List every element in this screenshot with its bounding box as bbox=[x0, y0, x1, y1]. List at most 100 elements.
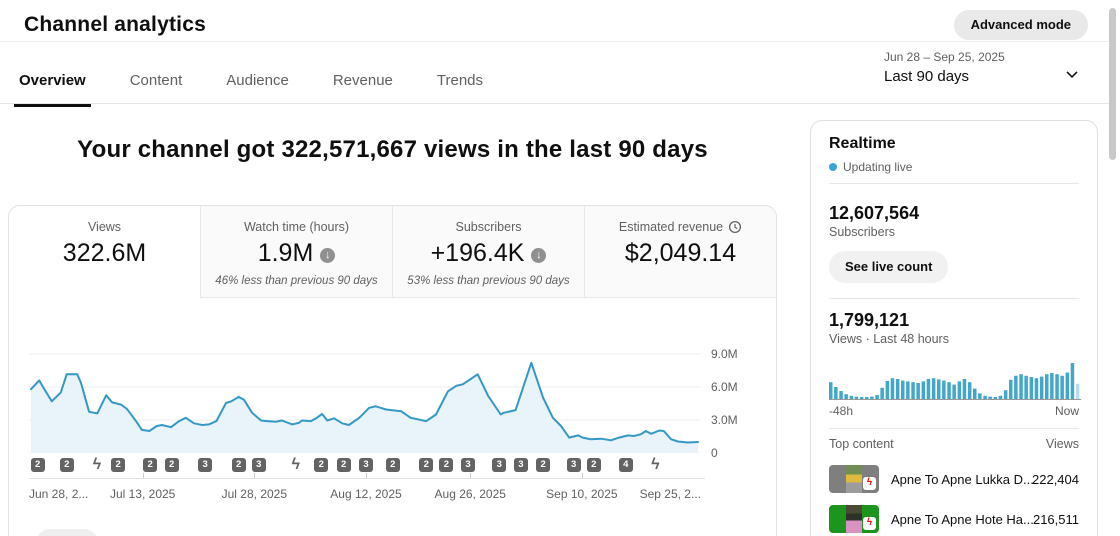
realtime-views-value: 1,799,121 bbox=[829, 310, 910, 330]
realtime-axis-start: -48h bbox=[829, 404, 854, 418]
see-more-button[interactable] bbox=[36, 529, 98, 536]
realtime-title: Realtime bbox=[829, 135, 896, 152]
metric-value: +196.4K bbox=[393, 239, 584, 268]
video-count-marker[interactable]: 2 bbox=[59, 458, 74, 472]
x-axis-tick-label: Jul 28, 2025 bbox=[221, 487, 288, 501]
clock-icon bbox=[729, 220, 742, 234]
views-column-label: Views bbox=[1045, 437, 1079, 451]
tab-overview[interactable]: Overview bbox=[14, 60, 91, 107]
metric-subscribers[interactable]: Subscribers +196.4K 53% less than previo… bbox=[392, 206, 584, 298]
realtime-card: Realtime Updating live 12,607,564 Subscr… bbox=[810, 120, 1098, 536]
views-headline: Your channel got 322,571,667 views in th… bbox=[77, 136, 708, 163]
date-range-picker[interactable]: Jun 28 – Sep 25, 2025 Last 90 days bbox=[884, 50, 1094, 85]
metric-label: Subscribers bbox=[455, 220, 522, 234]
video-count-marker[interactable]: 3 bbox=[251, 458, 266, 472]
video-views: 222,404 bbox=[1032, 472, 1079, 487]
video-count-marker[interactable]: 4 bbox=[618, 458, 633, 472]
video-count-marker[interactable]: 2 bbox=[164, 458, 179, 472]
analytics-card: Views 322.6M Watch time (hours) 1.9M 46%… bbox=[8, 205, 777, 536]
x-axis-tick-label: Jun 28, 2... bbox=[29, 487, 89, 501]
video-thumbnail: ϟ bbox=[829, 505, 879, 533]
video-title: Apne To Apne Hote Ha... bbox=[891, 512, 1034, 527]
tab-trends[interactable]: Trends bbox=[436, 72, 484, 89]
video-count-marker[interactable]: 3 bbox=[460, 458, 475, 472]
date-range-label: Last 90 days bbox=[884, 68, 970, 85]
chevron-down-icon[interactable] bbox=[1062, 64, 1082, 84]
tab-revenue[interactable]: Revenue bbox=[332, 72, 393, 89]
top-content-row[interactable]: ϟ Apne To Apne Hote Ha... 216,511 bbox=[829, 505, 1079, 533]
page-title: Channel analytics bbox=[24, 13, 206, 36]
x-axis-tick-label: Sep 25, 2... bbox=[639, 487, 701, 501]
video-title: Apne To Apne Lukka D... bbox=[891, 472, 1034, 487]
shorts-marker-icon[interactable]: ϟ bbox=[651, 456, 660, 473]
x-axis-tick bbox=[142, 473, 144, 478]
x-axis-tick-label: Aug 12, 2025 bbox=[330, 487, 402, 501]
metric-value: 322.6M bbox=[62, 239, 147, 267]
x-axis-tick bbox=[254, 473, 256, 478]
y-axis-tick: 0 bbox=[711, 446, 718, 460]
video-count-marker[interactable]: 2 bbox=[336, 458, 351, 472]
metric-comparison: 53% less than previous 90 days bbox=[407, 275, 570, 287]
shorts-badge-icon: ϟ bbox=[863, 477, 876, 490]
video-count-marker[interactable]: 2 bbox=[314, 458, 329, 472]
shorts-marker-icon[interactable]: ϟ bbox=[291, 456, 300, 473]
top-content-row[interactable]: ϟ Apne To Apne Lukka D... 222,404 bbox=[829, 465, 1079, 493]
video-count-marker[interactable]: 3 bbox=[566, 458, 581, 472]
video-count-marker[interactable]: 2 bbox=[586, 458, 601, 472]
metric-value: $2,049.14 bbox=[624, 239, 737, 267]
shorts-badge-icon: ϟ bbox=[863, 517, 876, 530]
analytics-tabbar: Overview Content Audience Revenue Trends bbox=[14, 60, 522, 107]
metric-tabs: Views 322.6M Watch time (hours) 1.9M 46%… bbox=[9, 206, 776, 298]
x-axis-tick bbox=[581, 473, 583, 478]
video-count-marker[interactable]: 2 bbox=[111, 458, 126, 472]
metric-watch-time[interactable]: Watch time (hours) 1.9M 46% less than pr… bbox=[200, 206, 392, 298]
video-views: 216,511 bbox=[1032, 512, 1079, 527]
x-axis-tick-label: Jul 13, 2025 bbox=[109, 487, 176, 501]
video-count-marker[interactable]: 2 bbox=[143, 458, 158, 472]
video-count-marker[interactable]: 3 bbox=[492, 458, 507, 472]
views-line-chart[interactable] bbox=[29, 346, 701, 454]
thumbnail-image bbox=[846, 465, 862, 493]
y-axis-tick: 3.0M bbox=[711, 413, 738, 427]
realtime-axis-end: Now bbox=[1054, 404, 1079, 418]
advanced-mode-button[interactable]: Advanced mode bbox=[953, 10, 1088, 40]
video-count-marker[interactable]: 2 bbox=[30, 458, 45, 472]
realtime-views-label: Views · Last 48 hours bbox=[829, 332, 949, 346]
video-count-marker[interactable]: 2 bbox=[439, 458, 454, 472]
metric-views[interactable]: Views 322.6M bbox=[9, 206, 200, 298]
video-count-marker[interactable]: 2 bbox=[385, 458, 400, 472]
x-axis-tick-label: Aug 26, 2025 bbox=[434, 487, 506, 501]
see-live-count-button[interactable]: See live count bbox=[829, 251, 949, 283]
thumbnail-image bbox=[846, 505, 862, 533]
metric-label: Estimated revenue bbox=[585, 220, 776, 234]
video-count-marker[interactable]: 2 bbox=[536, 458, 551, 472]
date-range-text: Jun 28 – Sep 25, 2025 bbox=[884, 50, 1005, 64]
x-axis-labels: Jun 28, 2... Jul 13, 2025 Jul 28, 2025 Aug … bbox=[29, 487, 701, 503]
metric-comparison: 46% less than previous 90 days bbox=[215, 275, 378, 287]
shorts-marker-icon[interactable]: ϟ bbox=[92, 456, 102, 473]
x-axis-tick bbox=[470, 473, 472, 478]
metric-label: Watch time (hours) bbox=[243, 220, 350, 234]
video-count-marker[interactable]: 3 bbox=[198, 458, 213, 472]
live-dot-icon bbox=[829, 163, 837, 171]
realtime-subscribers-label: Subscribers bbox=[829, 225, 895, 239]
trend-down-icon bbox=[320, 248, 336, 263]
realtime-bar-chart[interactable] bbox=[829, 357, 1081, 402]
vertical-scrollbar[interactable] bbox=[1109, 8, 1116, 160]
x-axis-tick bbox=[366, 473, 367, 478]
tab-content[interactable]: Content bbox=[129, 72, 183, 89]
video-count-marker[interactable]: 2 bbox=[419, 458, 434, 472]
metric-label: Views bbox=[87, 220, 122, 234]
realtime-subscribers-value: 12,607,564 bbox=[829, 203, 920, 223]
top-content-label: Top content bbox=[829, 437, 894, 451]
video-count-marker[interactable]: 2 bbox=[231, 458, 246, 472]
metric-estimated-revenue[interactable]: Estimated revenue $2,049.14 bbox=[584, 206, 776, 298]
divider bbox=[829, 183, 1079, 184]
video-count-marker[interactable]: 3 bbox=[359, 458, 373, 472]
video-count-marker[interactable]: 3 bbox=[513, 458, 528, 472]
tab-audience[interactable]: Audience bbox=[226, 72, 289, 89]
y-axis-tick: 9.0M bbox=[711, 347, 738, 361]
header-divider bbox=[0, 41, 1112, 42]
